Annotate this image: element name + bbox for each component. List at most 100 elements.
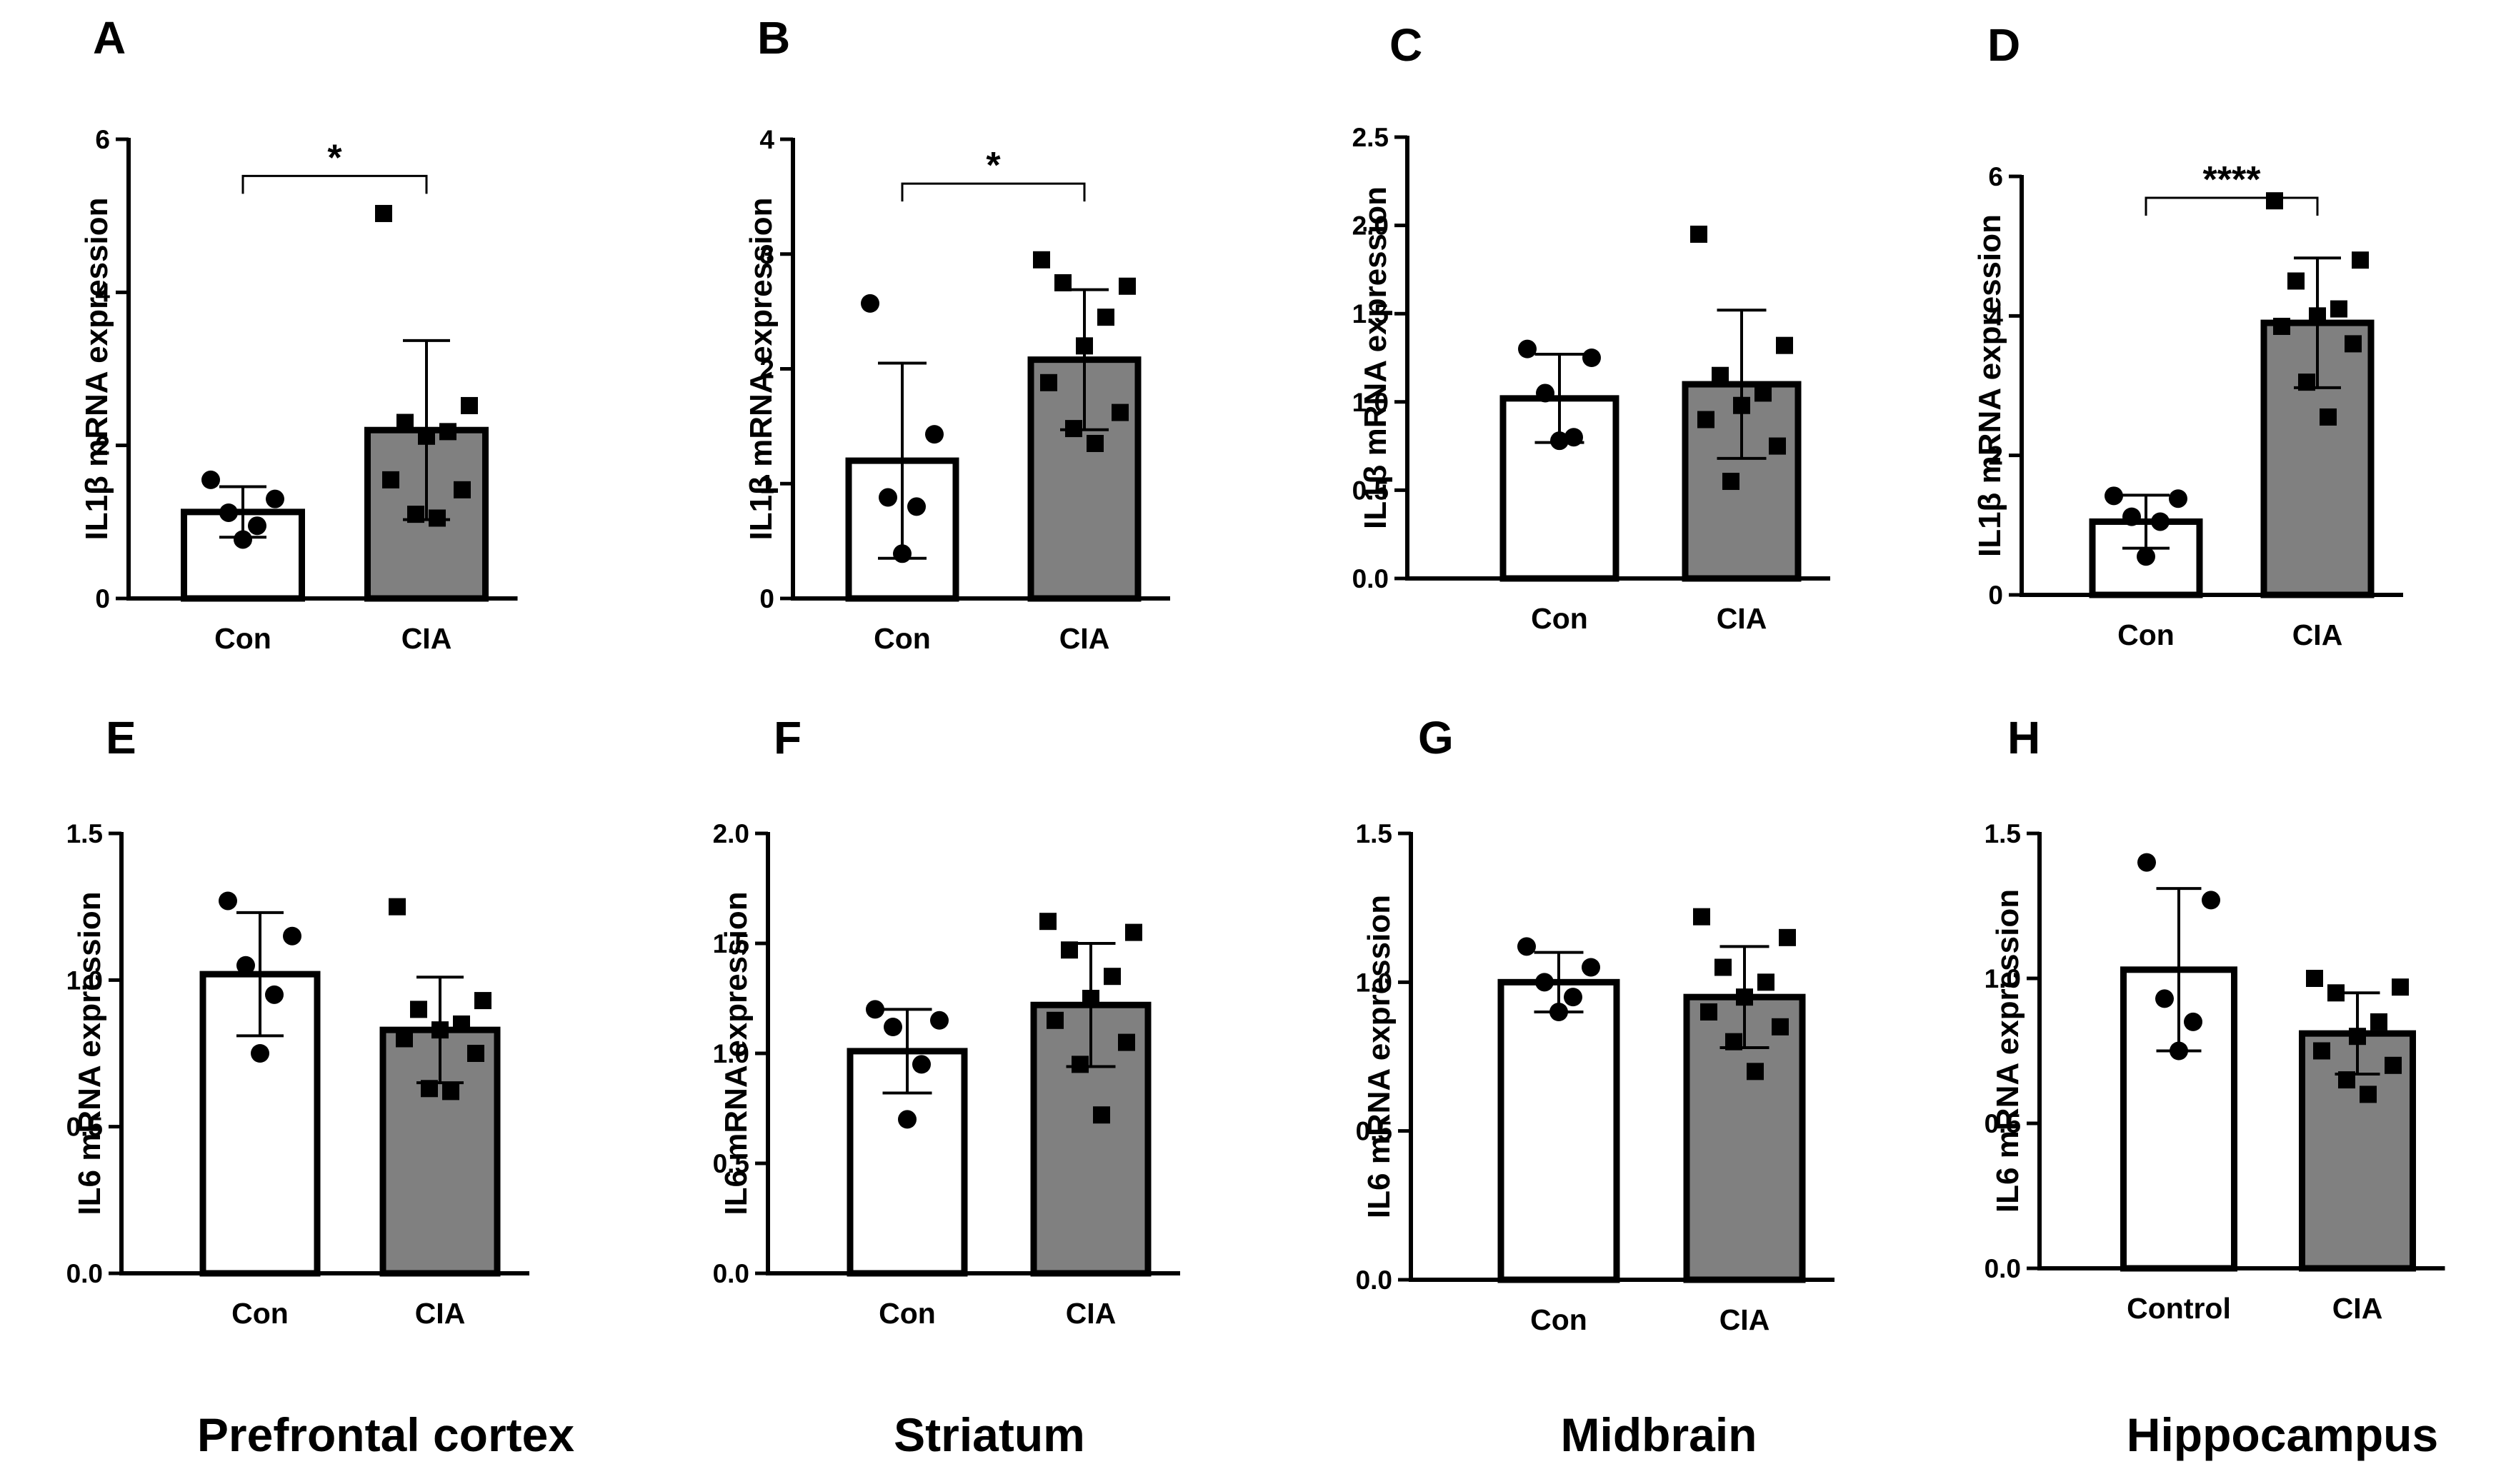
cia-data-point [1065,420,1082,438]
control-data-point [248,516,266,536]
cia-data-point [442,1083,459,1101]
y-tick-label: 1.5 [713,929,749,958]
cia-data-point [474,992,491,1010]
chart-panel-f: F IL6 mRNA expression 0.0 0.5 1.0 1.5 2.0 Con CI… [713,712,1180,1330]
control-data-point [866,1000,884,1019]
cia-data-point [1747,1063,1764,1081]
significance-bracket [241,174,428,194]
y-axis-label: IL6 mRNA expression [719,891,754,1215]
cia-data-point [1693,908,1710,926]
cia-data-point [2327,984,2345,1002]
control-data-point [1582,349,1601,367]
cia-data-point [1054,274,1072,291]
cia-data-point [2349,1028,2366,1046]
control-data-point [219,891,237,911]
cia-data-point [407,506,424,523]
y-tick-label: 1.5 [66,819,103,848]
control-data-point [266,489,284,508]
cia-data-point [1119,277,1136,295]
control-data-point [2202,891,2220,910]
control-data-point [1535,973,1554,992]
y-axis-label: IL6 mRNA expression [1362,895,1397,1218]
significance-bracket [2145,196,2319,216]
cia-data-point [1072,1056,1089,1073]
region-label: Midbrain [1561,1408,1757,1461]
y-tick-label: 0.5 [1352,476,1389,505]
control-data-point [265,985,284,1004]
control-data-point [219,503,238,522]
cia-data-point [396,1030,413,1048]
y-tick-label: 2.5 [1352,123,1389,152]
chart-panel-h: H IL6 mRNA expression 0.0 0.5 1.0 1.5 Control C… [1985,712,2445,1325]
control-data-point [1582,958,1600,977]
cia-data-point [454,481,471,498]
chart-panel-c: C IL1β mRNA expression 0.0 0.5 1.0 1.5 2.0 2.5 C… [1352,19,1830,635]
y-axis-label: IL6 mRNA expression [1990,889,2025,1213]
cia-data-point [2273,317,2290,335]
control-data-point [879,488,897,507]
cia-data-point [421,1080,438,1098]
x-tick-label: CIA [2332,1292,2383,1325]
y-tick-label: 1.5 [1985,819,2021,848]
control-data-point [1564,428,1583,447]
y-tick-label: 4 [759,125,774,154]
cia-data-point [1033,251,1050,269]
cia-data-point [382,471,399,488]
cia-data-point [1736,988,1753,1006]
x-tick-label: Con [1530,1303,1587,1336]
control-data-point [1517,937,1536,956]
cia-data-point [429,509,446,527]
y-axis-label: IL1β mRNA expression [744,197,779,540]
control-data-point [1564,988,1582,1007]
cia-data-point [1725,1033,1742,1051]
control-data-point [930,1011,949,1030]
y-tick-label: 1 [759,469,774,498]
cia-data-point [2287,272,2305,290]
y-tick-label: 0.0 [66,1259,103,1288]
y-tick-label: 2 [1988,441,2003,471]
cia-data-point [389,898,406,916]
y-tick-label: 0.5 [1356,1117,1392,1146]
panel-letter: A [93,12,126,64]
chart-panel-e: E IL6 mRNA expression 0.0 0.5 1.0 1.5 Con CIA [66,712,529,1330]
chart-panel-g: G IL6 mRNA expression 0.0 0.5 1.0 1.5 Con CIA [1356,712,1834,1336]
panel-letter: D [1987,19,2020,71]
x-tick-label: CIA [1717,602,1767,635]
significance-bracket [901,182,1086,202]
y-tick-label: 4 [1988,301,2003,331]
cia-data-point [439,423,456,441]
y-tick-label: 0 [759,584,774,613]
y-axis-label: IL6 mRNA expression [72,891,107,1215]
x-tick-label: CIA [415,1297,466,1330]
cia-data-point [1087,434,1104,452]
control-bar [2120,966,2237,1272]
x-tick-label: Con [214,622,271,655]
control-data-point [2151,512,2170,531]
cia-data-point [2313,1042,2330,1060]
cia-data-point [1082,990,1099,1007]
x-tick-label: Con [874,622,931,655]
control-data-point [2122,507,2141,526]
control-data-point [861,294,879,313]
control-data-point [898,1110,917,1129]
cia-data-point [2360,1086,2377,1103]
cia-data-point [2330,300,2347,318]
y-tick-label: 1.0 [1356,968,1392,997]
cia-data-point [1714,958,1732,976]
cia-data-point [1061,941,1078,959]
x-tick-label: Control [2127,1292,2231,1325]
y-tick-label: 0.5 [1985,1109,2021,1138]
control-data-point [1536,383,1554,403]
control-data-point [884,1018,902,1037]
cia-data-point [1076,337,1093,355]
cia-data-point [1733,396,1750,414]
y-tick-label: 4 [95,278,110,307]
cia-data-point [2338,1071,2355,1089]
x-tick-label: Con [2117,618,2175,651]
y-tick-label: 0.0 [713,1259,749,1288]
cia-data-point [375,204,392,222]
y-tick-label: 0.0 [1985,1254,2021,1283]
region-label: Prefrontal cortex [197,1408,574,1461]
region-label: Hippocampus [2127,1408,2438,1461]
x-tick-label: CIA [1066,1297,1117,1330]
